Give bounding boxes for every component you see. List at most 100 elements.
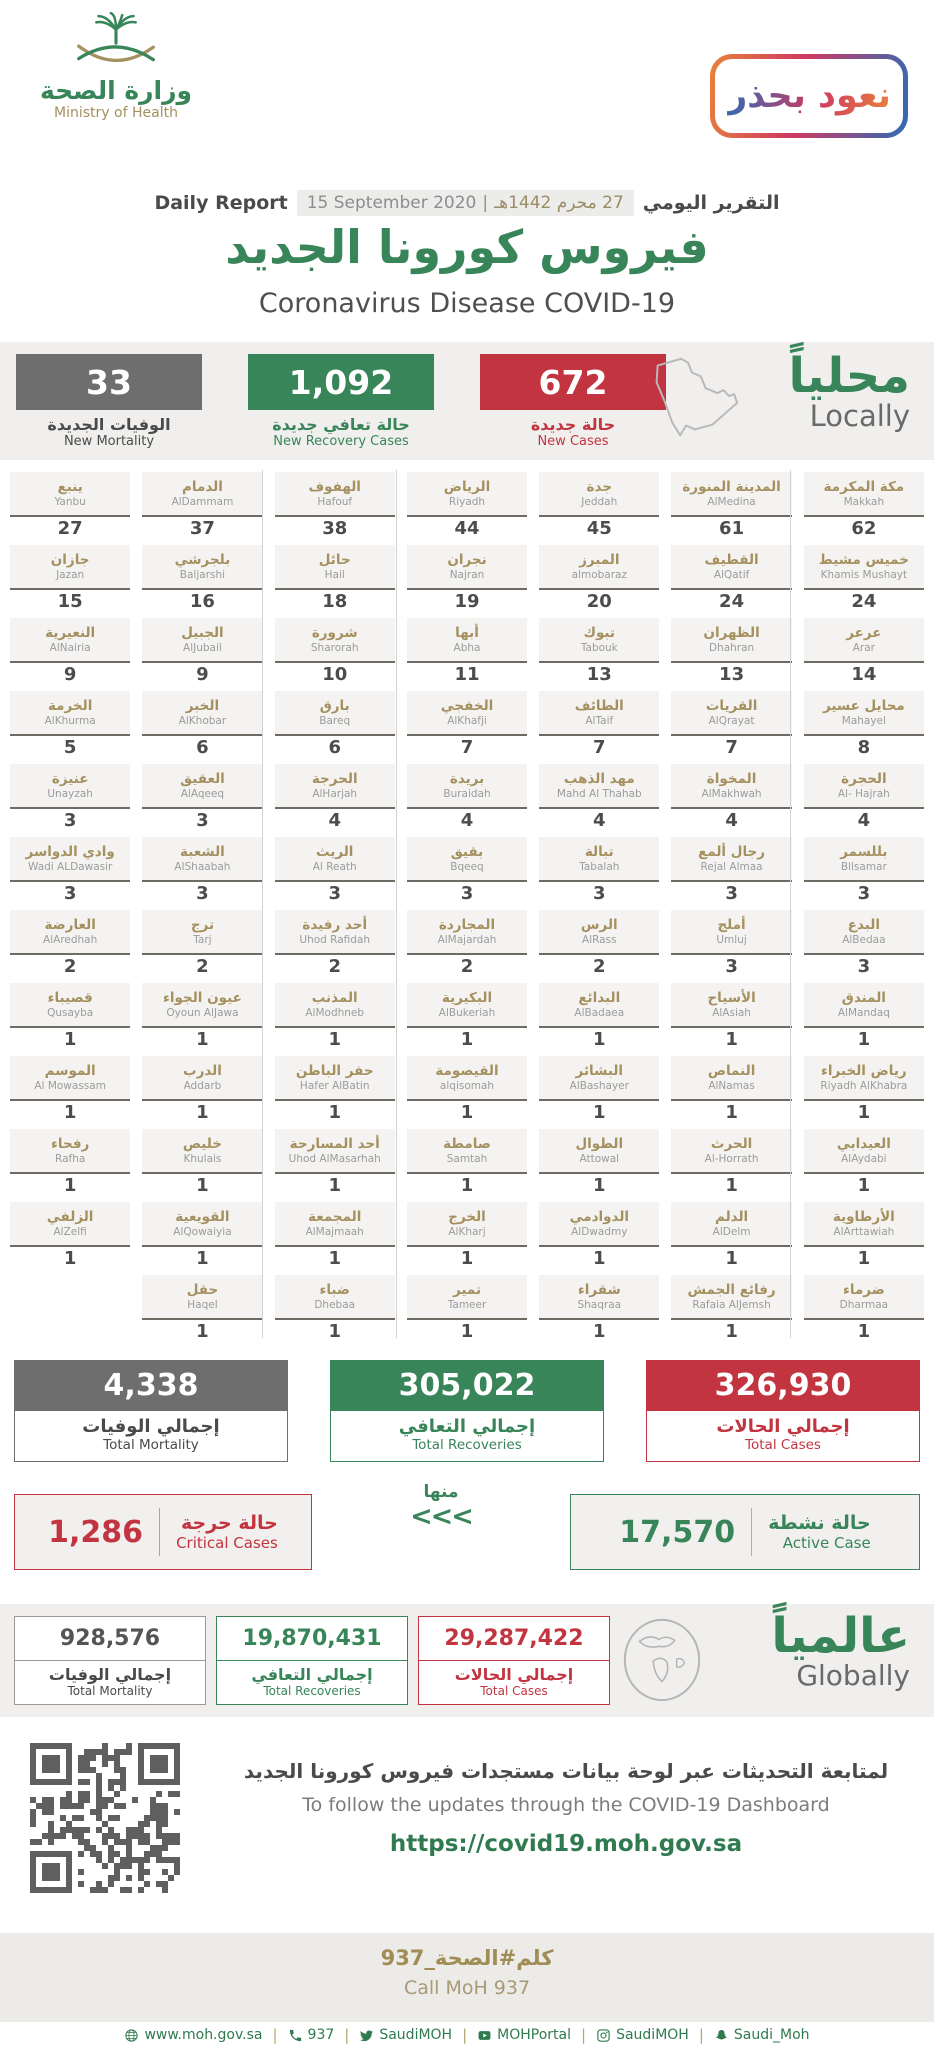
city-count: 62 xyxy=(851,518,877,539)
city-name-ar: النماص xyxy=(707,1063,756,1080)
page-title-arabic: فيروس كورونا الجديد xyxy=(225,220,709,274)
divider xyxy=(751,1508,753,1556)
city-count: 4 xyxy=(857,810,871,831)
city-count: 2 xyxy=(593,956,606,977)
phone-icon xyxy=(288,2028,303,2043)
stat-label-en: New Mortality xyxy=(63,434,155,449)
city-name-en: Attowal xyxy=(579,1152,620,1165)
city-count: 1 xyxy=(725,1321,738,1342)
city-count: 1 xyxy=(593,1321,606,1342)
city-name-en: Al-Horrath xyxy=(704,1152,759,1165)
city-count: 27 xyxy=(57,518,83,539)
city-name-box: الأسياح AlAsiah xyxy=(671,983,792,1028)
critical-cases-box: 1,286 حالة حرجة Critical Cases xyxy=(14,1494,312,1570)
city-name-box: أحد رفيدة Uhod Rafidah xyxy=(274,910,395,955)
stat-value-box: 672 xyxy=(480,354,666,410)
phone-number[interactable]: 937 xyxy=(288,2027,334,2043)
city-cell: القطيف AlQatif 24 xyxy=(671,545,792,616)
city-name-box: الرس AlRass xyxy=(539,910,660,955)
city-cell: الأرطاوية AlArttawiah 1 xyxy=(803,1202,924,1273)
city-count: 1 xyxy=(593,1102,606,1123)
globally-title-arabic: عالمياً xyxy=(771,1608,910,1664)
city-count: 4 xyxy=(328,810,341,831)
city-count: 9 xyxy=(63,664,77,685)
city-name-box: مكة المكرمة Makkah xyxy=(803,472,924,517)
city-name-box: نجران Najran xyxy=(406,545,528,590)
city-count: 3 xyxy=(857,956,871,977)
moh-logo: وزارة الصحة Ministry of Health xyxy=(26,11,206,121)
city-name-ar: المجمعة xyxy=(308,1209,362,1226)
city-cell: الحرث Al-Horrath 1 xyxy=(671,1129,792,1200)
city-name-box: الهفوف Hafouf xyxy=(274,472,395,517)
city-name-ar: رفحاء xyxy=(51,1136,90,1153)
city-name-en: Arar xyxy=(852,641,875,654)
city-count: 2 xyxy=(196,956,209,977)
city-name-box: القويعية AlQowaiyia xyxy=(142,1202,263,1247)
city-name-box: الطائف AlTaif xyxy=(539,691,660,736)
city-name-en: AlAqeeq xyxy=(180,787,225,800)
city-name-en: Bqeeq xyxy=(450,860,484,873)
daily-report-label-ar: التقرير اليومي xyxy=(642,192,780,214)
website-link[interactable]: www.moh.gov.sa xyxy=(124,2027,262,2043)
city-name-en: AlKharj xyxy=(448,1225,486,1238)
dashboard-url-link[interactable]: https://covid19.moh.gov.sa xyxy=(389,1831,743,1857)
city-count: 8 xyxy=(857,737,871,758)
report-date-gregorian: 15 September 2020 xyxy=(306,193,477,213)
twitter-handle[interactable]: SaudiMOH xyxy=(359,2027,452,2043)
snapchat-handle[interactable]: Saudi_Moh xyxy=(714,2027,810,2043)
global-total-mortality-labels: إجمالي الوفيات Total Mortality xyxy=(15,1660,205,1704)
city-name-ar: وادي الدواسر xyxy=(25,844,115,861)
city-name-en: Uhod Rafidah xyxy=(299,933,371,946)
critical-cases-label-ar: حالة حرجة xyxy=(181,1512,278,1534)
city-name-en: AlMajmaah xyxy=(305,1225,364,1238)
city-name-ar: مكة المكرمة xyxy=(823,479,905,496)
city-cell: مهد الذهب Mahd Al Thahab 4 xyxy=(539,764,660,835)
city-name-ar: جدة xyxy=(586,479,613,496)
stat-value-box: 33 xyxy=(16,354,202,410)
city-name-en: AlModhneb xyxy=(305,1006,365,1019)
city-name-ar: النعيرية xyxy=(45,625,96,642)
city-name-ar: عنيزة xyxy=(51,771,89,788)
city-cell: الدمام AlDammam 37 xyxy=(142,472,263,543)
city-name-ar: تمير xyxy=(452,1282,482,1299)
city-count: 37 xyxy=(189,518,215,539)
youtube-handle[interactable]: MOHPortal xyxy=(477,2027,571,2043)
city-name-ar: خليص xyxy=(182,1136,223,1153)
city-name-ar: الجبيل xyxy=(181,625,224,642)
global-total-mortality-label-en: Total Mortality xyxy=(67,1684,153,1698)
city-name-ar: قصيباء xyxy=(47,990,93,1007)
logo-arabic-name: وزارة الصحة xyxy=(39,76,193,105)
column-divider xyxy=(396,470,397,1338)
city-name-en: Rafha xyxy=(55,1152,86,1165)
city-name-ar: أبها xyxy=(455,625,479,642)
city-name-en: AlMajardah xyxy=(437,933,497,946)
instagram-handle[interactable]: SaudiMOH xyxy=(596,2027,689,2043)
total-cases-label-en: Total Cases xyxy=(745,1437,821,1453)
globe-icon xyxy=(124,2028,139,2043)
global-total-mortality-box: 928,576 إجمالي الوفيات Total Mortality xyxy=(14,1616,206,1705)
city-cell: بريدة Buraidah 4 xyxy=(406,764,528,835)
city-cell: الدرب Addarb 1 xyxy=(142,1056,263,1127)
city-name-ar: الخبر xyxy=(185,698,220,715)
city-cell: ضباء Dhebaa 1 xyxy=(274,1275,395,1346)
city-count: 1 xyxy=(593,1175,606,1196)
city-name-ar: بللسمر xyxy=(840,844,888,861)
global-total-recoveries-label-ar: إجمالي التعافي xyxy=(251,1665,373,1684)
city-name-ar: شرورة xyxy=(311,625,358,642)
stat-label-en: New Cases xyxy=(537,434,609,449)
city-count: 24 xyxy=(719,591,745,612)
city-name-box: الرياض Riyadh xyxy=(406,472,528,517)
locally-section: 33 الوفيات الجديدة New Mortality 1,092 حالة … xyxy=(0,342,934,460)
city-count: 11 xyxy=(454,664,480,685)
city-count: 1 xyxy=(196,1321,209,1342)
city-count: 1 xyxy=(63,1175,77,1196)
city-cell: البشائر AlBashayer 1 xyxy=(539,1056,660,1127)
city-cell: ضرماء Dharmaa 1 xyxy=(803,1275,924,1346)
city-count: 1 xyxy=(725,1248,738,1269)
city-name-ar: القيصومة xyxy=(435,1063,499,1080)
global-total-cases-labels: إجمالي الحالات Total Cases xyxy=(419,1660,609,1704)
daily-report-label-en: Daily Report xyxy=(154,192,288,214)
global-total-recoveries-labels: إجمالي التعافي Total Recoveries xyxy=(217,1660,407,1704)
city-count: 1 xyxy=(857,1175,871,1196)
global-total-recoveries-label-en: Total Recoveries xyxy=(263,1684,361,1698)
